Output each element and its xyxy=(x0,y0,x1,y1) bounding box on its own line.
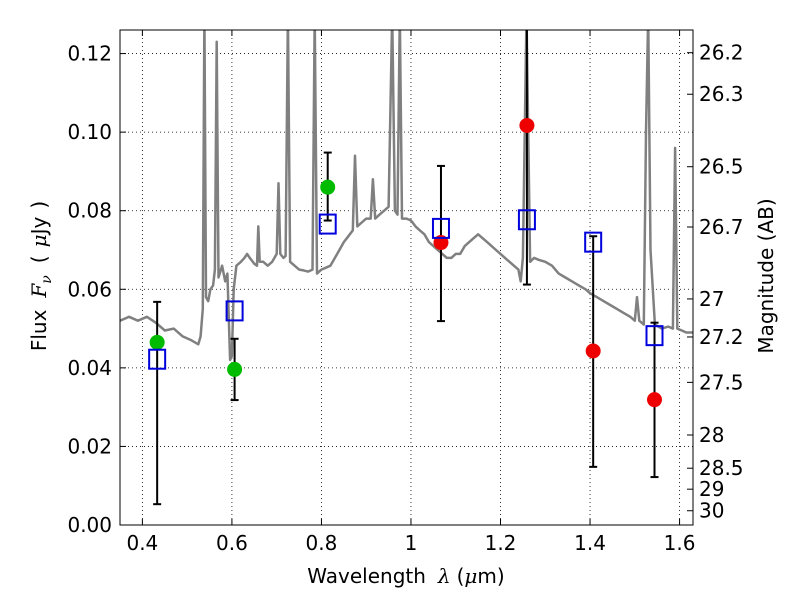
observed-point-red xyxy=(647,392,663,408)
observed-point-red xyxy=(519,117,535,133)
plot-frame xyxy=(119,29,694,526)
model-photometry-square xyxy=(225,300,244,322)
model-spectrum xyxy=(120,30,693,362)
y-tick-label: 0.02 xyxy=(67,434,112,458)
y2-tick-label: 26.2 xyxy=(699,41,744,65)
y2-tick-label: 29 xyxy=(699,477,724,501)
y2-tick-label: 26.7 xyxy=(699,215,744,239)
model-spectrum-line xyxy=(120,30,693,362)
model-photometry-square xyxy=(645,325,664,347)
model-photometry-square xyxy=(148,348,167,370)
y2-tick-label: 28.5 xyxy=(699,456,744,480)
y2-tick-label: 26.3 xyxy=(699,82,744,106)
x-tick-label: 1.6 xyxy=(664,531,696,555)
y-tick-label: 0.10 xyxy=(67,120,112,144)
y2-tick-label: 28 xyxy=(699,423,724,447)
model-photometry-square xyxy=(318,213,337,235)
y2-tick-label: 27.2 xyxy=(699,325,744,349)
x-tick-label: 1.4 xyxy=(574,531,606,555)
x-tick-label: 1.2 xyxy=(485,531,517,555)
y2-tick-label: 30 xyxy=(699,499,724,523)
model-photometry-square xyxy=(584,231,603,253)
x-axis-title: Wavelength λ (μm) xyxy=(307,564,504,588)
x-tick-label: 0.4 xyxy=(126,531,158,555)
y2-axis-title: Magnitude (AB) xyxy=(754,198,778,353)
axis-ticks: 0.4 0.6 0.8 1 1.2 1.4 1.6 0.00 0.02 0.04 0.06 0.08 0… xyxy=(67,30,744,555)
observed-point-red xyxy=(585,343,601,359)
y-tick-label: 0.00 xyxy=(67,513,112,537)
data-markers xyxy=(148,117,664,408)
x-tick-label: 0.6 xyxy=(216,531,248,555)
y2-tick-label: 27.5 xyxy=(699,370,744,394)
observed-point-green xyxy=(320,179,336,195)
observed-point-green xyxy=(227,361,243,377)
y2-tick-label: 26.5 xyxy=(699,155,744,179)
y-tick-label: 0.12 xyxy=(67,42,112,66)
y-tick-label: 0.04 xyxy=(67,356,112,380)
grid xyxy=(120,30,693,526)
observed-point-green xyxy=(149,334,165,350)
x-tick-label: 1 xyxy=(405,531,418,555)
x-tick-label: 0.8 xyxy=(306,531,338,555)
model-photometry-square xyxy=(517,209,536,231)
y2-tick-label: 27 xyxy=(699,287,724,311)
y-tick-label: 0.06 xyxy=(67,277,112,301)
y-axis-title: FluxFν(μJy) xyxy=(27,201,55,351)
model-photometry-square xyxy=(431,217,450,239)
y-tick-label: 0.08 xyxy=(67,199,112,223)
observed-point-red xyxy=(433,235,449,251)
